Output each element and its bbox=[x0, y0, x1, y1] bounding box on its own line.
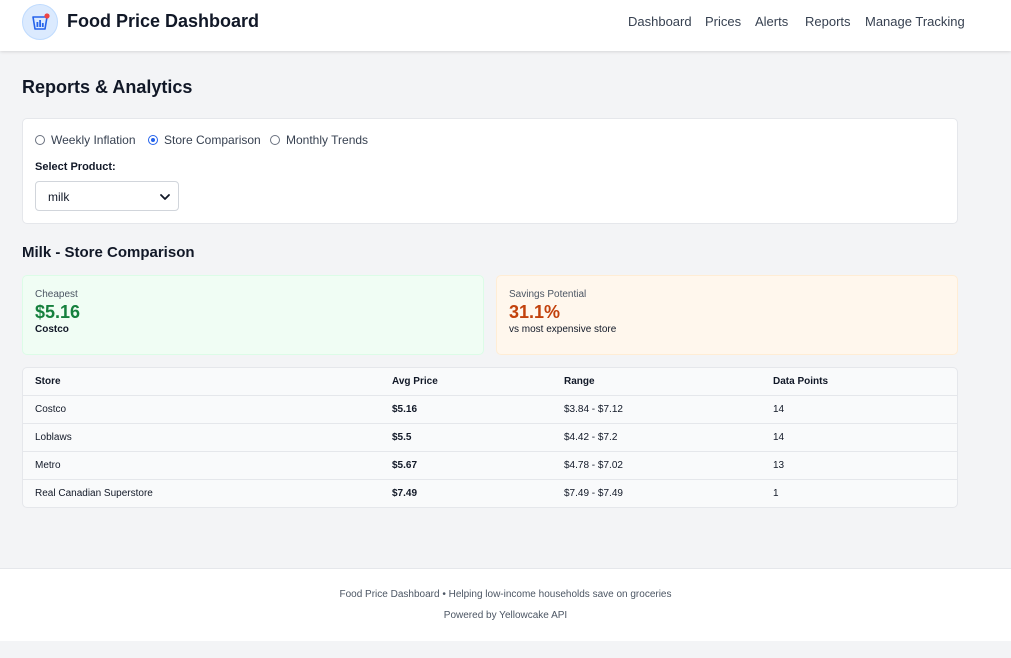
cell-range: $4.78 - $7.02 bbox=[564, 460, 623, 471]
savings-card: Savings Potential 31.1% vs most expensiv… bbox=[496, 275, 958, 355]
chevron-down-icon bbox=[160, 194, 170, 200]
cheapest-store: Costco bbox=[35, 324, 69, 335]
radio-indicator[interactable] bbox=[148, 135, 158, 145]
table-header: Store Avg Price Range Data Points bbox=[23, 368, 957, 396]
nav-reports[interactable]: Reports bbox=[805, 14, 851, 29]
product-select-label: Select Product: bbox=[35, 161, 116, 173]
cell-data-points: 14 bbox=[773, 432, 785, 443]
section-title: Milk - Store Comparison bbox=[22, 244, 195, 261]
cell-range: $3.84 - $7.12 bbox=[564, 404, 623, 415]
main-nav: Dashboard Prices Alerts Reports Manage T… bbox=[0, 14, 1011, 32]
savings-value: 31.1% bbox=[509, 302, 561, 322]
cell-data-points: 1 bbox=[773, 488, 779, 499]
cell-avg-price: $5.67 bbox=[392, 460, 418, 471]
table-row: Real Canadian Superstore $7.49 $7.49 - $… bbox=[23, 480, 957, 507]
table-row: Metro $5.67 $4.78 - $7.02 13 bbox=[23, 452, 957, 480]
radio-indicator[interactable] bbox=[35, 135, 45, 145]
store-comparison-table: Store Avg Price Range Data Points Costco… bbox=[22, 367, 958, 508]
table-row: Costco $5.16 $3.84 - $7.12 14 bbox=[23, 396, 957, 424]
radio-store-comparison[interactable]: Store Comparison bbox=[148, 133, 261, 147]
radio-monthly-trends[interactable]: Monthly Trends bbox=[270, 133, 368, 147]
savings-label: Savings Potential bbox=[509, 289, 587, 300]
cheapest-label: Cheapest bbox=[35, 289, 78, 300]
col-header-store: Store bbox=[35, 376, 61, 387]
nav-alerts[interactable]: Alerts bbox=[755, 14, 789, 29]
cell-avg-price: $5.5 bbox=[392, 432, 412, 443]
report-type-group: Weekly Inflation Store Comparison Monthl… bbox=[35, 133, 535, 149]
page-title: Reports & Analytics bbox=[22, 77, 193, 97]
col-header-data-points: Data Points bbox=[773, 376, 829, 387]
cheapest-value: $5.16 bbox=[35, 302, 81, 322]
app-title: Food Price Dashboard bbox=[67, 11, 260, 31]
cell-range: $4.42 - $7.2 bbox=[564, 432, 618, 443]
logo-icon[interactable] bbox=[22, 4, 58, 40]
product-select-value: milk bbox=[48, 190, 70, 204]
cell-store: Metro bbox=[35, 460, 61, 471]
nav-dashboard[interactable]: Dashboard bbox=[628, 14, 692, 29]
cell-avg-price: $5.16 bbox=[392, 404, 418, 415]
nav-manage-tracking[interactable]: Manage Tracking bbox=[865, 14, 965, 29]
radio-weekly-inflation[interactable]: Weekly Inflation bbox=[35, 133, 136, 147]
cell-store: Real Canadian Superstore bbox=[35, 488, 153, 499]
cell-range: $7.49 - $7.49 bbox=[564, 488, 623, 499]
cell-data-points: 13 bbox=[773, 460, 785, 471]
cell-store: Costco bbox=[35, 404, 67, 415]
report-controls: Weekly Inflation Store Comparison Monthl… bbox=[22, 118, 958, 224]
app-header: Food Price Dashboard Dashboard Prices Al… bbox=[0, 0, 1011, 51]
cheapest-card: Cheapest $5.16 Costco bbox=[22, 275, 484, 355]
radio-indicator[interactable] bbox=[270, 135, 280, 145]
table-row: Loblaws $5.5 $4.42 - $7.2 14 bbox=[23, 424, 957, 452]
product-select[interactable]: milk bbox=[35, 181, 179, 211]
radio-label: Store Comparison bbox=[164, 133, 261, 147]
cell-avg-price: $7.49 bbox=[392, 488, 418, 499]
cell-data-points: 14 bbox=[773, 404, 785, 415]
savings-note: vs most expensive store bbox=[509, 324, 617, 335]
radio-label: Monthly Trends bbox=[286, 133, 369, 147]
radio-label: Weekly Inflation bbox=[51, 133, 136, 147]
footer-tagline: Food Price Dashboard • Helping low-incom… bbox=[339, 589, 672, 600]
nav-prices[interactable]: Prices bbox=[705, 14, 742, 29]
footer-powered-by: Powered by Yellowcake API bbox=[443, 610, 568, 621]
cell-store: Loblaws bbox=[35, 432, 72, 443]
col-header-range: Range bbox=[564, 376, 595, 387]
col-header-avg-price: Avg Price bbox=[392, 376, 438, 387]
page-footer: Food Price Dashboard • Helping low-incom… bbox=[0, 568, 1011, 641]
